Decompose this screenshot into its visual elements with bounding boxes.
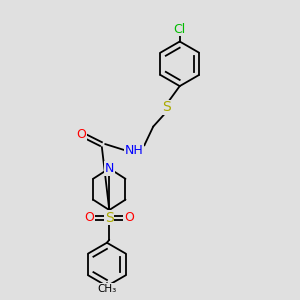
Text: O: O bbox=[76, 128, 86, 141]
Text: S: S bbox=[163, 100, 171, 115]
Text: Cl: Cl bbox=[174, 22, 186, 35]
Text: CH₃: CH₃ bbox=[97, 284, 116, 294]
Text: O: O bbox=[85, 211, 94, 224]
Text: NH: NH bbox=[125, 144, 144, 157]
Text: S: S bbox=[105, 211, 114, 225]
Text: N: N bbox=[105, 162, 114, 175]
Text: O: O bbox=[124, 211, 134, 224]
